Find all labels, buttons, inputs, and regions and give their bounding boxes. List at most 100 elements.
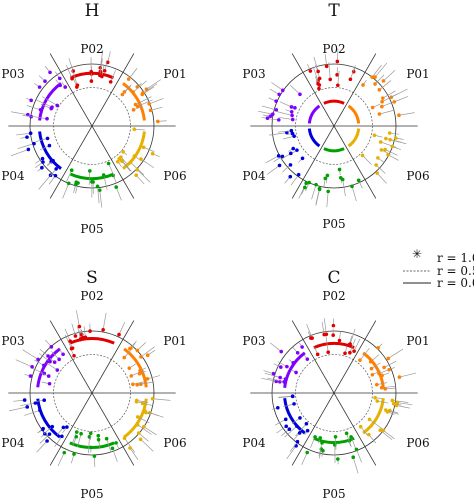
data-leader — [102, 312, 107, 330]
data-leader — [75, 182, 79, 194]
data-leader — [17, 143, 35, 149]
data-point — [75, 83, 80, 87]
sector-divider — [49, 320, 135, 466]
data-point — [131, 108, 136, 112]
data-point — [367, 432, 371, 437]
data-leader — [392, 400, 409, 403]
data-point — [380, 96, 385, 100]
data-point — [370, 75, 374, 79]
data-point — [66, 181, 71, 186]
data-leader — [152, 398, 171, 401]
sector-label-p06: P06 — [406, 169, 429, 183]
sector-arc — [362, 351, 385, 389]
data-point — [292, 134, 296, 138]
data-point — [88, 329, 92, 333]
data-leader — [99, 59, 103, 76]
data-leader — [306, 324, 313, 339]
data-point — [128, 446, 132, 450]
data-point — [380, 99, 384, 104]
data-point — [79, 431, 83, 436]
data-leader — [380, 429, 393, 441]
data-leader — [88, 436, 90, 454]
data-point — [383, 147, 387, 152]
data-point — [28, 374, 33, 378]
data-leader — [362, 155, 372, 165]
data-point — [119, 155, 123, 159]
data-leader — [150, 106, 163, 111]
data-point — [376, 156, 380, 160]
data-point — [289, 128, 294, 133]
data-point — [122, 436, 127, 440]
panel-s: S P01 P02 P03 P04 P05 P06 — [1, 268, 186, 499]
data-point — [74, 430, 79, 434]
data-leader — [313, 56, 319, 72]
data-point — [285, 130, 289, 135]
data-point — [150, 151, 155, 156]
data-leader — [381, 385, 396, 389]
data-leader — [353, 338, 361, 352]
panel-t: T P01 P02 P03 P04 P05 P06 — [242, 1, 429, 231]
data-leader — [42, 96, 58, 106]
data-leader — [336, 48, 339, 62]
data-point — [358, 358, 362, 362]
sector-label-p05: P05 — [322, 487, 345, 499]
data-leader — [140, 439, 154, 452]
sector-arc — [36, 398, 61, 439]
data-leader — [265, 155, 279, 164]
data-leader — [396, 405, 410, 409]
data-leader — [328, 62, 331, 80]
data-leader — [350, 65, 356, 80]
data-point — [304, 421, 309, 426]
data-point — [110, 446, 115, 451]
data-point — [47, 432, 52, 436]
data-point — [290, 394, 295, 399]
data-point — [303, 185, 307, 190]
data-point — [138, 437, 143, 442]
data-point — [381, 79, 386, 83]
data-point — [298, 416, 302, 420]
data-point — [288, 174, 293, 179]
data-point — [96, 433, 101, 438]
data-point — [60, 434, 64, 439]
data-point — [89, 445, 93, 450]
data-point — [147, 102, 151, 106]
data-point — [276, 154, 281, 158]
data-point — [121, 149, 125, 154]
data-point — [382, 365, 386, 370]
sector-arc — [307, 104, 321, 124]
data-point — [89, 69, 93, 74]
data-leader — [375, 164, 386, 174]
data-leader — [387, 154, 399, 161]
data-point — [367, 417, 372, 422]
data-point — [45, 136, 50, 141]
data-leader — [36, 440, 48, 453]
sector-label-p03: P03 — [1, 334, 24, 348]
data-point — [140, 401, 145, 406]
data-leader — [383, 430, 395, 440]
data-point — [340, 177, 345, 182]
data-point — [114, 441, 118, 445]
data-point — [73, 334, 78, 338]
data-leader — [75, 310, 80, 327]
sector-arc — [323, 99, 345, 105]
data-leader — [137, 99, 153, 107]
data-point — [375, 399, 380, 403]
data-leader — [135, 174, 145, 185]
data-leader — [29, 115, 48, 120]
data-point — [381, 428, 386, 433]
data-leader — [40, 103, 52, 109]
data-leader — [374, 74, 385, 85]
data-point — [77, 324, 82, 329]
data-point — [277, 92, 281, 97]
data-leader — [66, 65, 73, 79]
data-leader — [277, 130, 292, 133]
data-leader — [289, 84, 301, 95]
data-leader — [97, 186, 100, 204]
data-point — [331, 333, 335, 337]
data-point — [309, 336, 313, 340]
data-point — [368, 359, 373, 364]
data-point — [294, 370, 298, 375]
data-leader — [106, 438, 112, 453]
data-point — [76, 181, 80, 185]
data-point — [25, 135, 29, 139]
